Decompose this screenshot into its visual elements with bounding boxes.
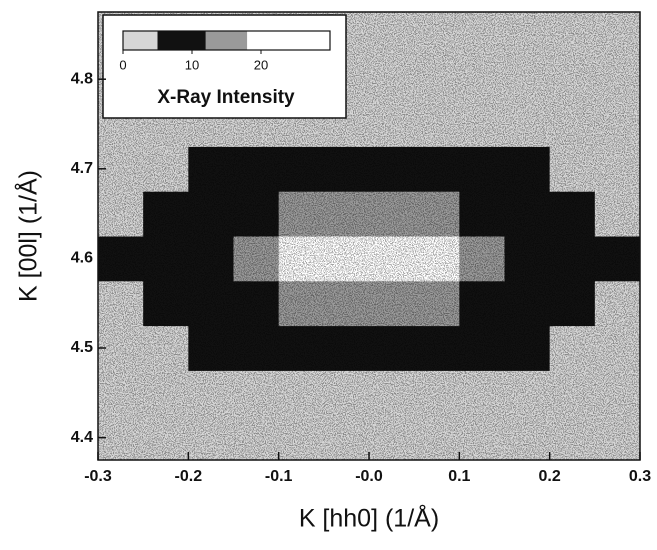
x-tick-label: 0.2 xyxy=(539,468,561,485)
x-tick-label: 0.3 xyxy=(629,468,651,485)
x-tick-label: -0.0 xyxy=(355,468,383,485)
x-tick-label: -0.2 xyxy=(175,468,203,485)
y-tick-label: 4.6 xyxy=(71,250,93,267)
y-tick-label: 4.4 xyxy=(71,429,93,446)
colorbar-label: X-Ray Intensity xyxy=(157,87,295,108)
x-tick-label: -0.3 xyxy=(84,468,112,485)
colorbar-segment xyxy=(247,31,330,50)
colorbar-segment xyxy=(157,31,206,50)
colorbar-tick-label: 20 xyxy=(254,57,268,72)
colorbar-segment xyxy=(205,31,248,50)
x-tick-label: -0.1 xyxy=(265,468,293,485)
y-tick-label: 4.8 xyxy=(71,70,93,87)
colorbar-tick-label: 0 xyxy=(119,57,126,72)
x-axis-label: K [hh0] (1/Å) xyxy=(299,503,439,533)
y-axis-label: K [00l] (1/Å) xyxy=(13,170,43,302)
y-tick-label: 4.7 xyxy=(71,160,93,177)
y-tick-label: 4.5 xyxy=(71,339,93,356)
colorbar-tick-label: 10 xyxy=(185,57,199,72)
colorbar-segment xyxy=(123,31,158,50)
x-tick-label: 0.1 xyxy=(448,468,470,485)
colorbar-frame xyxy=(122,30,331,51)
